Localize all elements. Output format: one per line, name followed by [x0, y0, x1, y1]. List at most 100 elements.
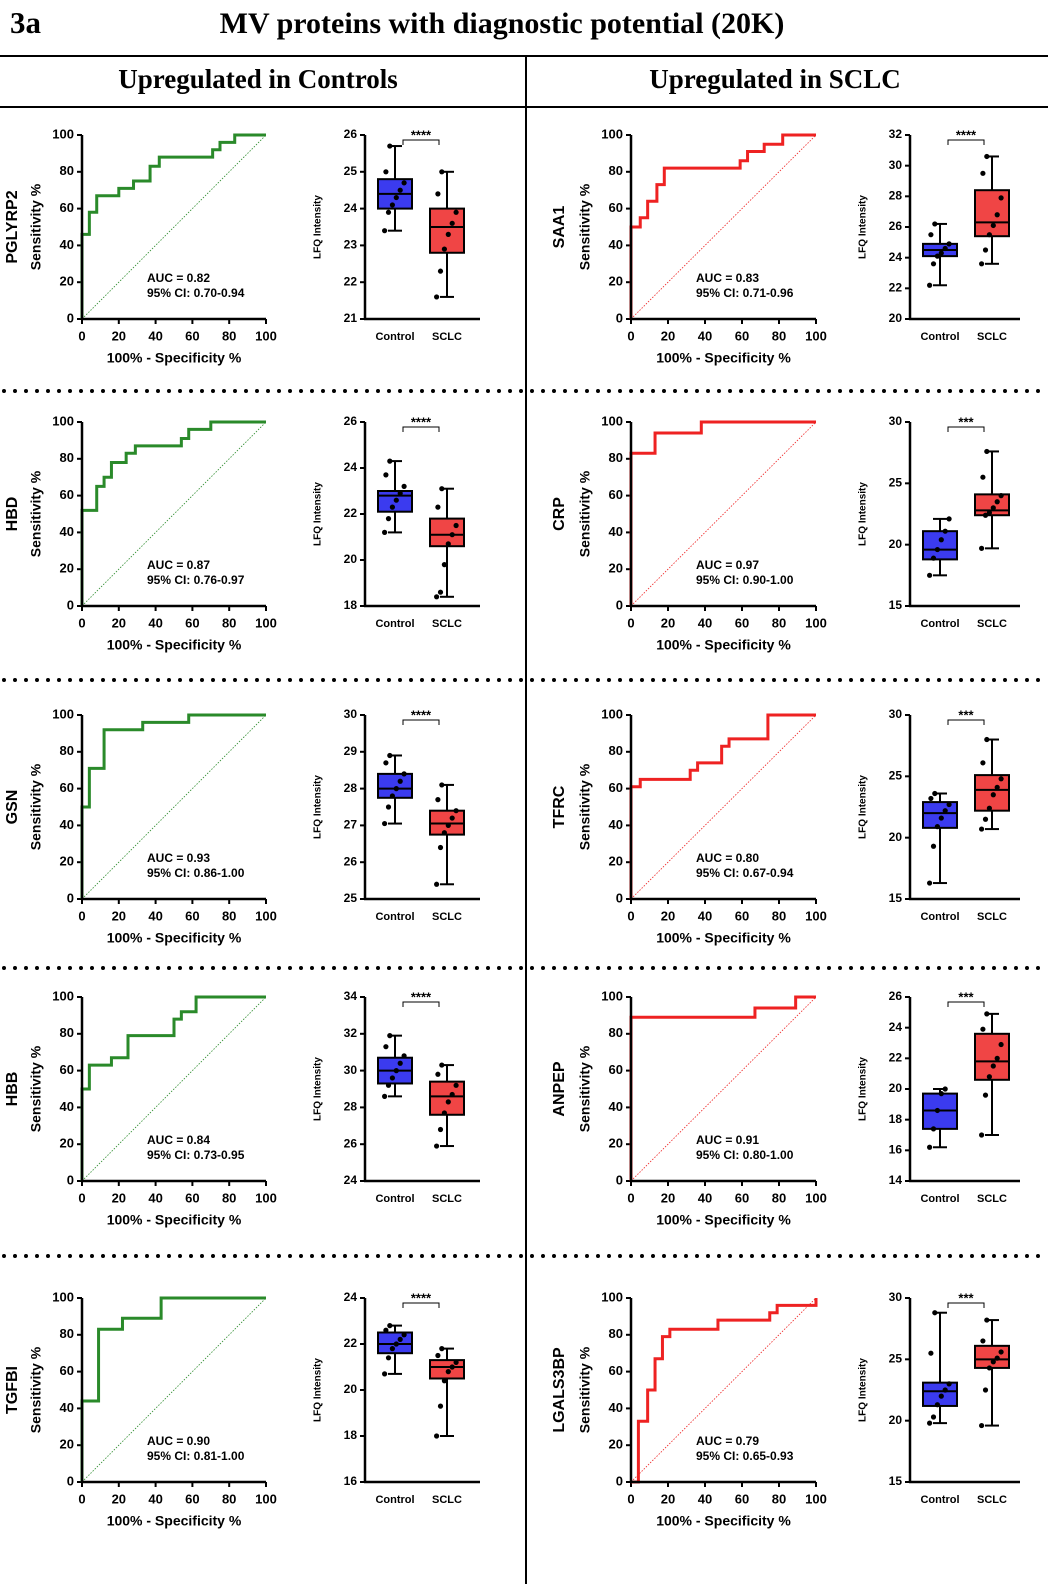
protein-name: LGALS3BP	[551, 1347, 568, 1433]
data-point	[982, 1387, 989, 1393]
protein-name: SAA1	[551, 206, 568, 249]
y-tick-label: 15	[889, 1474, 903, 1488]
y-tick-label: 40	[609, 237, 623, 252]
data-point	[932, 221, 938, 227]
data-point	[930, 1414, 937, 1420]
data-point	[441, 562, 447, 568]
x-tick-label: 80	[772, 1491, 786, 1506]
y-tick-label: 100	[601, 1289, 623, 1304]
column-header: Upregulated in Controls	[118, 64, 398, 94]
annotation: AUC = 0.87	[147, 558, 210, 572]
protein-name: CRP	[551, 497, 568, 531]
y-tick-label: 80	[609, 1326, 623, 1341]
y-tick-label: 25	[344, 164, 358, 178]
roc-curve	[629, 133, 816, 319]
y-tick-label: 100	[601, 988, 623, 1003]
y-tick-label: 40	[609, 817, 623, 832]
y-tick-label: 20	[609, 1136, 623, 1151]
x-tick-label: 20	[112, 328, 126, 343]
reference-line	[630, 134, 817, 320]
box	[429, 517, 465, 548]
x-tick-label: 80	[222, 908, 236, 923]
data-point	[401, 1332, 407, 1338]
data-point	[385, 209, 392, 215]
x-tick-label: 80	[772, 615, 786, 630]
x-tick-label: 20	[661, 615, 675, 630]
y-tick-label: 32	[344, 1026, 358, 1040]
data-point	[437, 1126, 444, 1133]
significance-label: ***	[958, 989, 974, 1004]
y-tick-label: 24	[344, 201, 358, 215]
y-tick-label: 30	[889, 158, 903, 172]
data-point	[383, 169, 389, 175]
x-tick-label: SCLC	[432, 618, 462, 630]
x-tick-label: 80	[222, 1491, 236, 1506]
data-point	[938, 1091, 944, 1097]
data-point	[397, 778, 403, 784]
y-axis-label: LFQ Intensity	[313, 482, 324, 546]
y-tick-label: 26	[344, 1136, 358, 1150]
y-tick-label: 22	[344, 274, 358, 288]
y-tick-label: 22	[889, 1051, 903, 1065]
y-tick-label: 30	[344, 1063, 358, 1077]
y-tick-label: 100	[601, 413, 623, 428]
annotation: 95% CI: 0.81-1.00	[147, 1449, 245, 1463]
significance-label: ****	[411, 707, 432, 722]
y-tick-label: 0	[616, 310, 623, 325]
significance-label: ***	[958, 707, 974, 722]
data-point	[393, 194, 399, 201]
y-axis-label: LFQ Intensity	[313, 195, 324, 259]
reference-line	[81, 1297, 267, 1483]
roc-curve	[631, 1298, 818, 1484]
significance-label: ***	[958, 414, 974, 429]
data-point	[946, 516, 952, 522]
x-tick-label: 80	[222, 328, 236, 343]
x-axis-label: 100% - Specificity %	[656, 930, 791, 946]
y-tick-label: 26	[889, 989, 903, 1003]
data-point	[389, 1075, 395, 1081]
data-point	[383, 472, 389, 478]
data-point	[938, 250, 944, 256]
annotation: 95% CI: 0.70-0.94	[147, 286, 245, 300]
y-tick-label: 21	[344, 311, 358, 325]
x-tick-label: 80	[772, 908, 786, 923]
y-tick-label: 100	[52, 1289, 74, 1304]
data-point	[979, 826, 985, 832]
data-point	[986, 1365, 993, 1371]
y-tick-label: 100	[601, 126, 623, 141]
y-axis-label: Sensitivity %	[577, 1045, 593, 1132]
y-axis-label: Sensitivity %	[577, 470, 593, 557]
y-tick-label: 80	[60, 450, 74, 465]
data-point	[449, 815, 455, 821]
data-point	[990, 792, 996, 798]
x-tick-label: 0	[627, 328, 634, 343]
data-point	[990, 1359, 996, 1365]
x-tick-label: 80	[222, 615, 236, 630]
y-axis-label: LFQ Intensity	[858, 1358, 869, 1422]
data-point	[434, 881, 440, 887]
x-tick-label: SCLC	[432, 911, 462, 923]
x-tick-label: 40	[148, 615, 162, 630]
data-point	[986, 510, 993, 516]
y-tick-label: 40	[60, 1099, 74, 1114]
significance-bracket	[402, 139, 440, 145]
protein-name: HBD	[4, 497, 21, 532]
protein-name: GSN	[4, 790, 21, 825]
y-axis-label: LFQ Intensity	[858, 775, 869, 839]
x-tick-label: 40	[148, 1190, 162, 1205]
significance-bracket	[947, 426, 985, 432]
x-tick-label: 60	[185, 328, 199, 343]
x-tick-label: 100	[255, 1491, 277, 1506]
x-tick-label: 60	[735, 908, 749, 923]
data-point	[387, 1033, 393, 1039]
y-tick-label: 15	[889, 891, 903, 905]
data-point	[389, 202, 395, 208]
row-separators	[2, 389, 1046, 1258]
data-point	[982, 1092, 989, 1098]
significance-bracket	[402, 1001, 440, 1007]
protein-name: TGFBI	[4, 1366, 21, 1414]
y-tick-label: 100	[52, 988, 74, 1003]
y-tick-label: 80	[60, 743, 74, 758]
y-tick-label: 28	[889, 189, 903, 203]
